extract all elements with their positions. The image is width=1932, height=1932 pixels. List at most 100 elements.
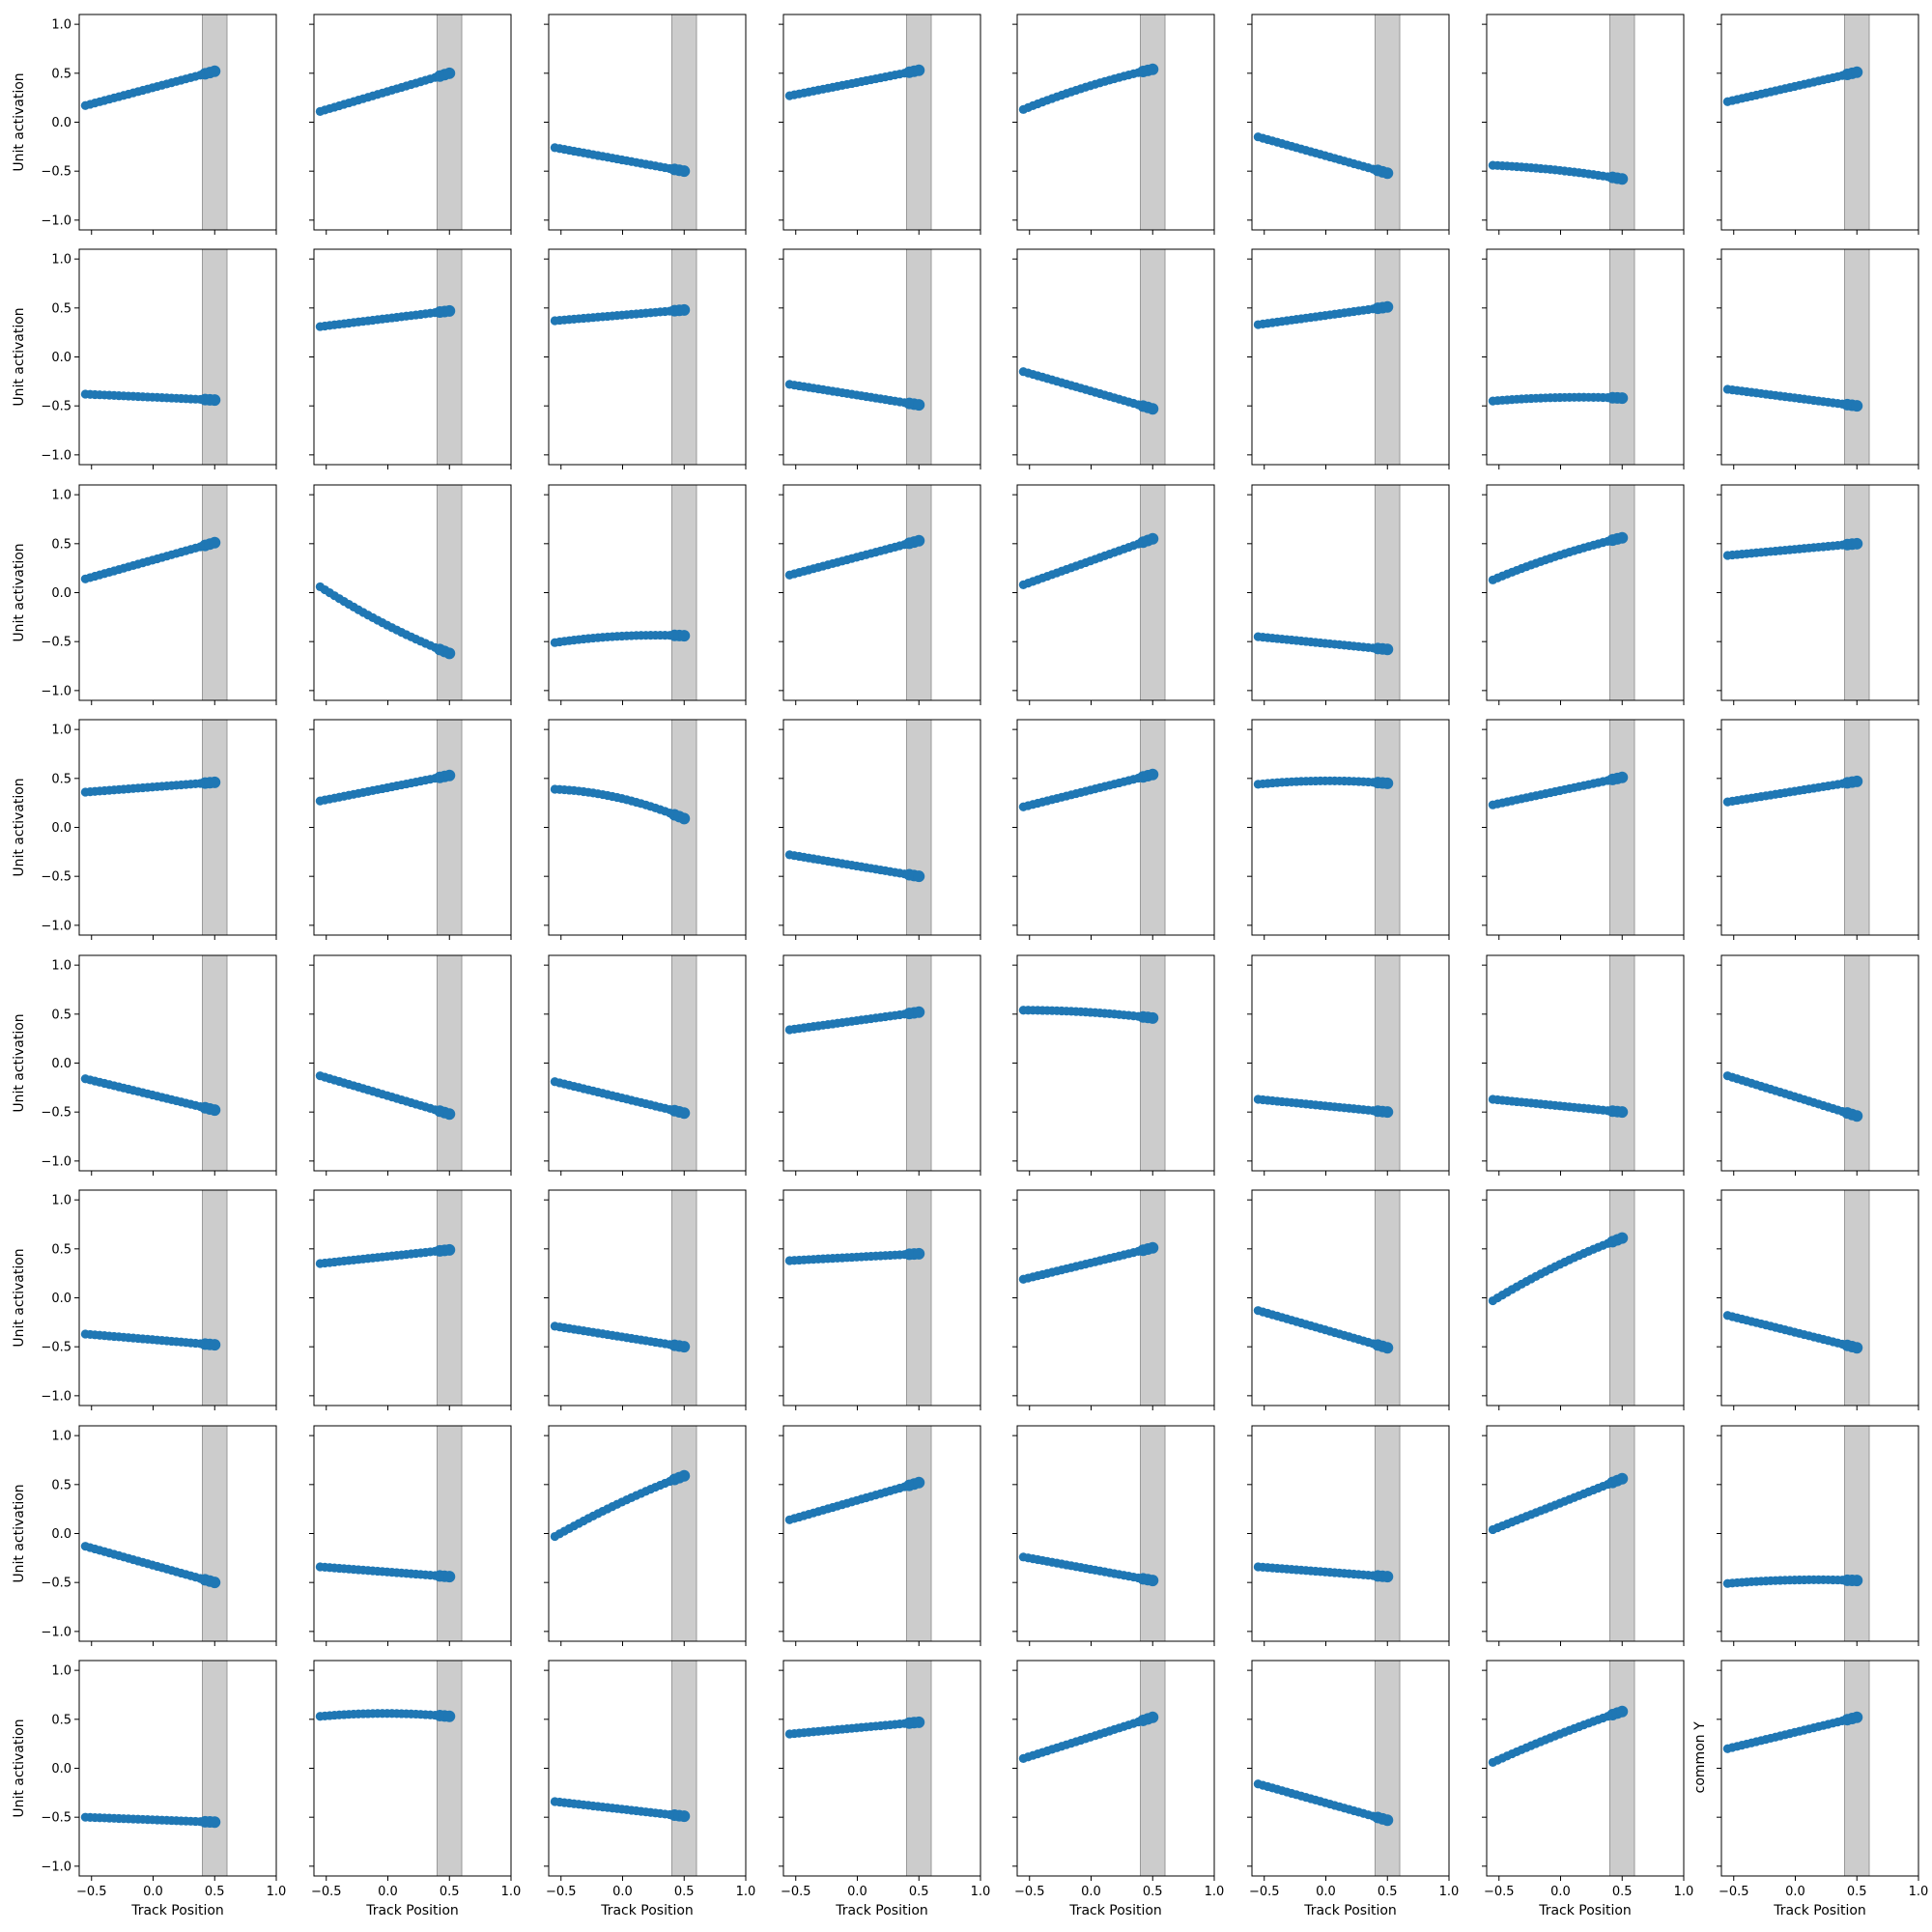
data-point (1147, 1241, 1159, 1254)
panel-r7-c1: −0.5 0.0 0.5 1.0 Track Position (309, 1660, 521, 1918)
shaded-band (671, 954, 697, 1172)
y-tick-label: 0.0 (51, 116, 71, 130)
y-axis-label: Unit activation (12, 1013, 27, 1112)
y-tick-label: −1.0 (41, 684, 71, 698)
panel-r4-c4 (1012, 954, 1215, 1176)
panel-r0-c1 (309, 14, 512, 235)
shaded-band (1140, 484, 1166, 701)
y-tick-label: −1.0 (41, 919, 71, 933)
y-tick-label: 1.0 (51, 724, 71, 738)
y-axis-label-common: common Y (1692, 1721, 1708, 1793)
data-point (1851, 1575, 1863, 1587)
panel-r3-c4 (1012, 719, 1215, 940)
axes-frame (1486, 1660, 1685, 1877)
axes-frame (1720, 954, 1919, 1172)
y-axis-label: Unit activation (12, 778, 27, 876)
panel-r1-c3 (779, 248, 981, 469)
data-point (443, 1710, 456, 1722)
axes-frame (1720, 1189, 1919, 1406)
axes-frame (78, 484, 277, 701)
data-point (1381, 167, 1394, 180)
axes-frame (1251, 248, 1450, 466)
data-point (678, 1810, 691, 1823)
axes-frame (782, 719, 981, 936)
data-point (209, 1104, 221, 1117)
axes-frame (548, 248, 747, 466)
panel-r7-c4: −0.5 0.0 0.5 1.0 Track Position (1012, 1660, 1224, 1918)
shaded-band (1844, 1660, 1870, 1877)
shaded-band (1140, 1660, 1166, 1877)
x-axis-label: Track Position (1773, 1903, 1866, 1918)
y-tick-label: −0.5 (41, 400, 71, 414)
data-point (1147, 63, 1159, 75)
panel-r1-c6 (1482, 248, 1685, 469)
data-point (913, 870, 925, 883)
panel-r1-c2 (544, 248, 747, 469)
shaded-band (202, 248, 228, 466)
x-tick-label: −0.5 (1719, 1885, 1749, 1899)
panel-r4-c2 (544, 954, 747, 1176)
panel-r6-c6 (1482, 1425, 1685, 1646)
panel-r5-c4 (1012, 1189, 1215, 1410)
data-point (209, 1816, 221, 1829)
panel-r3-c0: −1.0 −0.5 0.0 0.5 1.0 Unit activation (12, 719, 277, 940)
shaded-band (1375, 954, 1401, 1172)
y-tick-label: 0.5 (51, 301, 71, 316)
y-tick-label: −0.5 (41, 1577, 71, 1591)
panel-r7-c6: −0.5 0.0 0.5 1.0 Track Position (1482, 1660, 1693, 1918)
axes-frame (313, 14, 512, 231)
shaded-band (1140, 1189, 1166, 1406)
data-point (1381, 300, 1394, 313)
shaded-band (906, 1189, 932, 1406)
data-point (678, 812, 691, 825)
data-point (1616, 173, 1629, 185)
axes-frame (548, 719, 747, 936)
data-point (678, 1341, 691, 1353)
data-point (1381, 1106, 1394, 1119)
data-point (443, 769, 456, 781)
shaded-band (1140, 1425, 1166, 1642)
axes-frame (1486, 14, 1685, 231)
shaded-band (1375, 1425, 1401, 1642)
data-point (913, 1476, 925, 1489)
x-tick-label: 0.5 (674, 1885, 695, 1899)
y-tick-label: −1.0 (41, 1154, 71, 1169)
data-point (913, 1247, 925, 1260)
x-tick-label: 0.0 (1316, 1885, 1336, 1899)
x-tick-label: −0.5 (1014, 1885, 1045, 1899)
y-tick-label: 0.5 (51, 772, 71, 786)
panel-r5-c6 (1482, 1189, 1685, 1410)
shaded-band (1844, 14, 1870, 231)
shaded-band (202, 954, 228, 1172)
axes-frame (782, 1660, 981, 1877)
data-point (913, 64, 925, 76)
shaded-band (671, 1660, 697, 1877)
x-tick-label: 0.0 (143, 1885, 163, 1899)
panel-r0-c0: −1.0 −0.5 0.0 0.5 1.0 Unit activation (12, 14, 277, 235)
shaded-band (906, 1425, 932, 1642)
panel-r6-c2 (544, 1425, 747, 1646)
y-tick-label: 0.5 (51, 1713, 71, 1727)
axes-frame (78, 1660, 277, 1877)
panel-r4-c3 (779, 954, 981, 1176)
y-axis-label: Unit activation (12, 543, 27, 641)
panel-r3-c6 (1482, 719, 1685, 940)
panel-r1-c7 (1717, 248, 1919, 469)
data-point (678, 165, 691, 178)
panel-r1-c4 (1012, 248, 1215, 469)
y-tick-label: 0.0 (51, 586, 71, 601)
shaded-band (671, 248, 697, 466)
data-point (1851, 1342, 1863, 1354)
panel-r2-c0: −1.0 −0.5 0.0 0.5 1.0 Unit activation (12, 484, 277, 705)
x-tick-label: 0.5 (1612, 1885, 1633, 1899)
shaded-band (1844, 1189, 1870, 1406)
x-axis-label: Track Position (1538, 1903, 1632, 1918)
panel-r3-c2 (544, 719, 747, 940)
data-point (1381, 1571, 1394, 1583)
panel-r4-c5 (1247, 954, 1450, 1176)
shaded-band (671, 1189, 697, 1406)
shaded-band (1375, 484, 1401, 701)
y-tick-label: 1.0 (51, 1194, 71, 1208)
data-point (1616, 1705, 1629, 1718)
data-point (678, 630, 691, 642)
